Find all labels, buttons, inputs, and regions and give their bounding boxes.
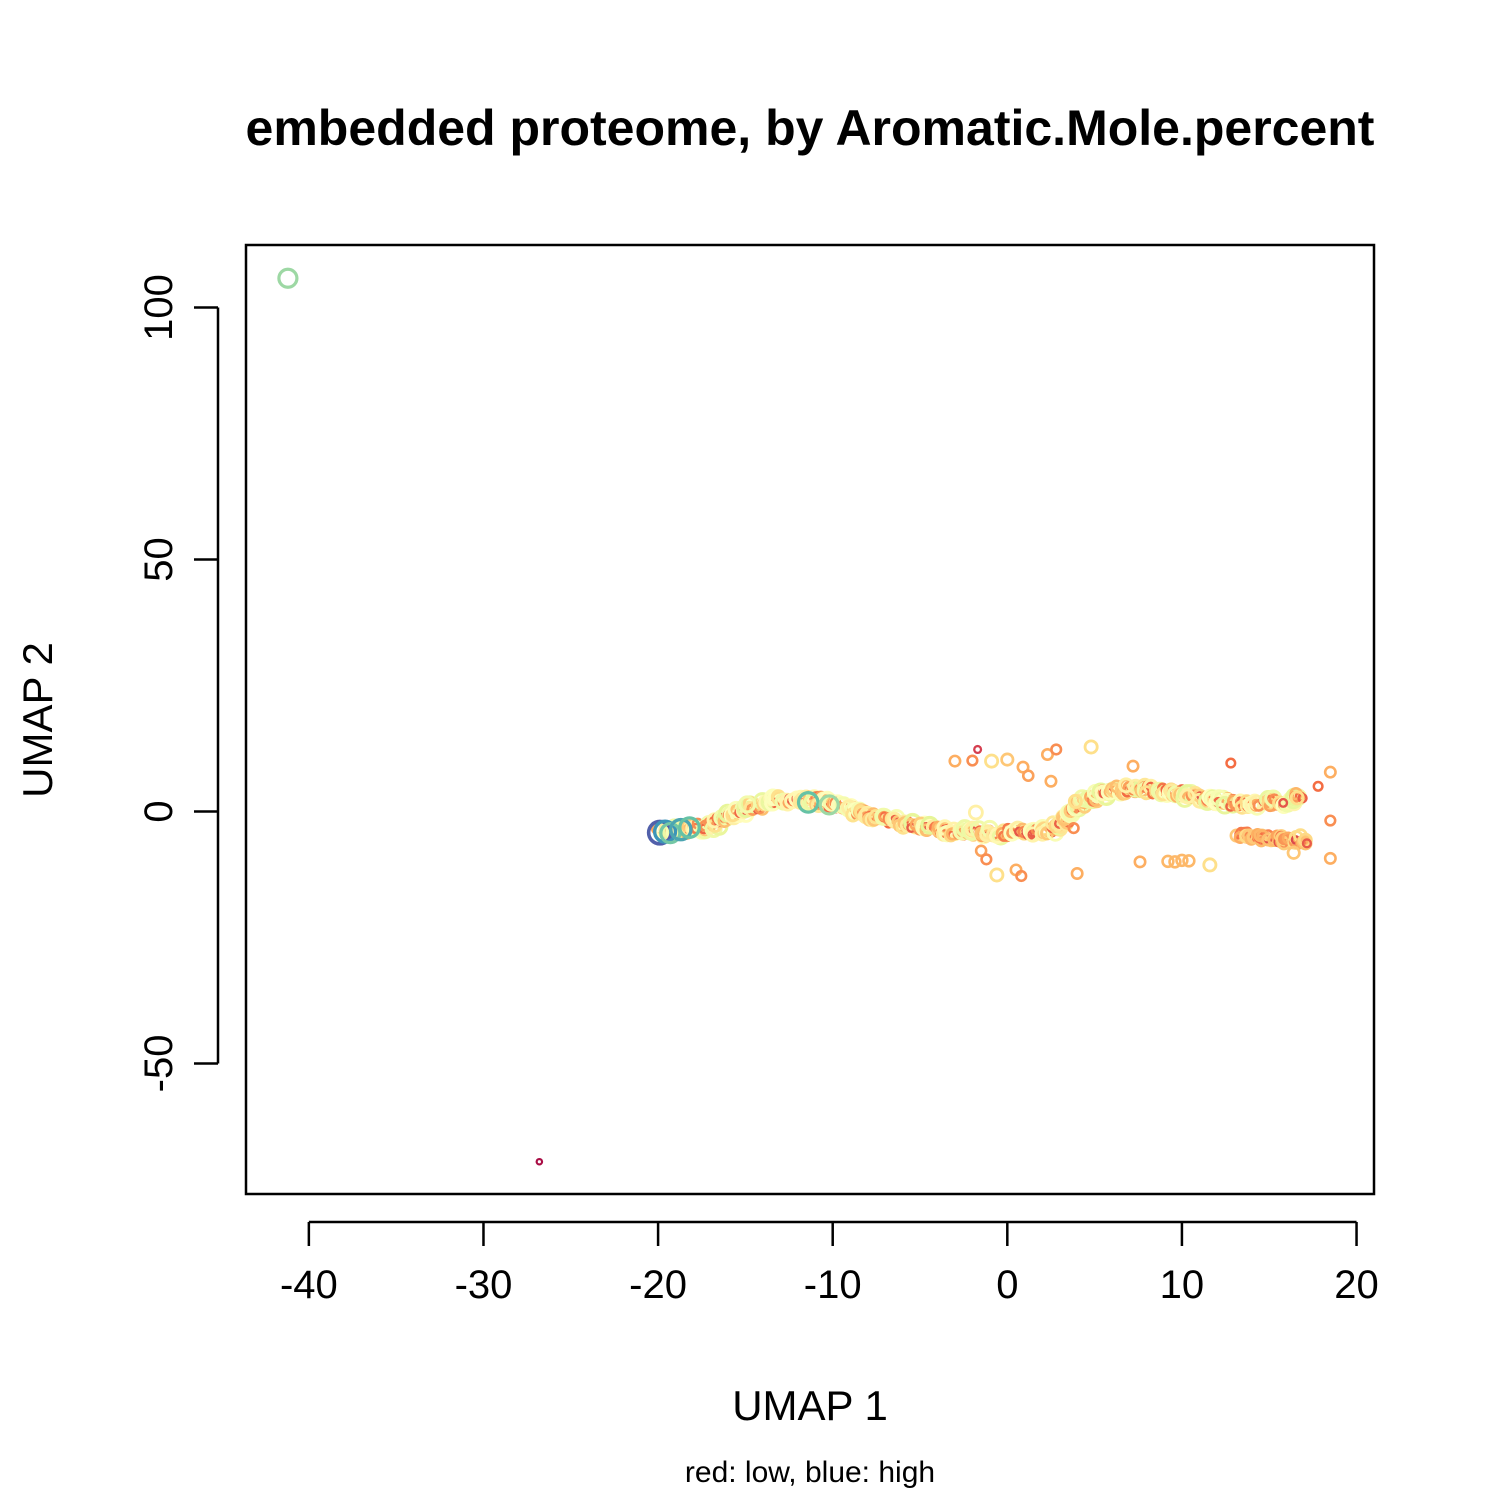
x-tick-label: 20 [1334, 1263, 1379, 1307]
plot-frame [244, 243, 1376, 1196]
data-point [1126, 759, 1140, 773]
data-point [1015, 869, 1028, 883]
data-point [1182, 854, 1196, 868]
data-point [1133, 855, 1147, 869]
y-tick-label: -50 [137, 1035, 181, 1093]
y-tick-label: 100 [137, 274, 181, 341]
data-point [1225, 757, 1237, 769]
data-point [818, 794, 840, 816]
x-tick-label: 0 [996, 1263, 1018, 1307]
data-point [1021, 769, 1035, 782]
data-point [1040, 748, 1054, 762]
data-point [1050, 743, 1063, 756]
data-point [535, 1157, 544, 1166]
data-point [1323, 765, 1337, 779]
data-point [1175, 853, 1189, 868]
data-point [1168, 855, 1182, 869]
data-point [966, 754, 979, 767]
color-caption: red: low, blue: high [685, 1456, 935, 1489]
data-point [989, 867, 1005, 883]
data-point [668, 817, 693, 842]
data-point [1118, 777, 1134, 794]
data-point [1070, 866, 1084, 880]
x-tick-label: -30 [455, 1263, 513, 1307]
data-point [1324, 814, 1337, 827]
data-point [1312, 780, 1324, 792]
data-point [980, 853, 993, 866]
data-point [1202, 857, 1218, 873]
y-tick-label: 50 [137, 537, 181, 582]
data-point [1323, 851, 1337, 865]
x-axis-label: UMAP 1 [732, 1382, 888, 1429]
data-point [948, 754, 962, 768]
data-point [1044, 774, 1058, 788]
y-axis: -50 0 50 100 [137, 274, 220, 1093]
x-tick-label: -20 [629, 1263, 687, 1307]
curve-point [868, 809, 884, 825]
points-layer [277, 267, 1337, 1166]
x-axis: -40 -30 -20 -10 0 10 20 [280, 1220, 1379, 1307]
x-tick-label: -40 [280, 1263, 338, 1307]
data-point [678, 816, 701, 839]
data-point [1067, 822, 1080, 835]
data-point [1000, 752, 1015, 767]
data-point [1161, 854, 1175, 869]
data-point [984, 753, 1000, 769]
data-point [277, 267, 299, 289]
data-point [1179, 788, 1196, 805]
data-point [967, 804, 984, 821]
y-tick-label: 0 [137, 800, 181, 822]
data-point [1067, 793, 1083, 809]
data-point [1083, 739, 1099, 755]
data-point [1278, 797, 1289, 808]
data-point [1289, 790, 1305, 806]
y-axis-label: UMAP 2 [14, 642, 61, 798]
data-point [738, 795, 757, 814]
curve-point [1301, 838, 1313, 849]
data-point [974, 844, 988, 858]
x-tick-label: 10 [1160, 1263, 1205, 1307]
data-point [1286, 845, 1301, 860]
x-tick-label: -10 [804, 1263, 862, 1307]
data-point [973, 744, 983, 755]
chart-title: embedded proteome, by Aromatic.Mole.perc… [246, 100, 1375, 156]
data-point [796, 791, 820, 814]
